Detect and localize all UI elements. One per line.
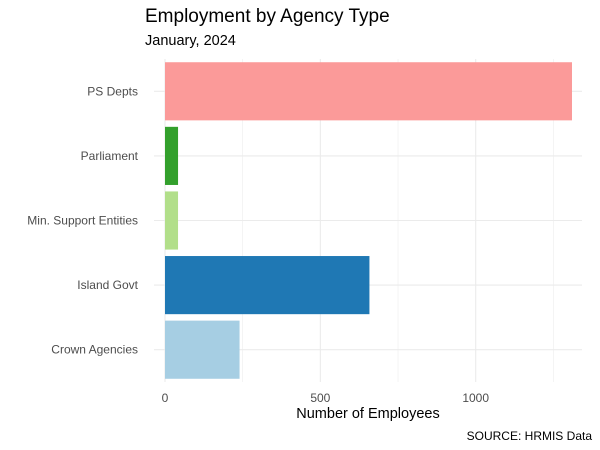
bar-ps-depts [165, 62, 572, 121]
x-tick-label: 500 [310, 391, 330, 405]
category-label: Crown Agencies [51, 343, 138, 357]
bar-crown-agencies [165, 320, 240, 379]
bar-parliament [165, 126, 179, 185]
chart-caption: SOURCE: HRMIS Data [467, 429, 593, 443]
chart-subtitle: January, 2024 [145, 33, 236, 49]
x-tick-label: 1000 [462, 391, 489, 405]
category-label: Min. Support Entities [27, 214, 138, 228]
x-tick-label: 0 [162, 391, 169, 405]
x-axis-title: Number of Employees [296, 406, 439, 422]
x-tick-labels: 0 500 1000 [162, 391, 490, 405]
category-label: PS Depts [87, 84, 138, 98]
chart-title: Employment by Agency Type [145, 6, 390, 27]
bar-island-govt [165, 256, 370, 315]
category-labels: PS Depts Parliament Min. Support Entities I… [27, 84, 138, 356]
bars [165, 62, 572, 379]
category-label: Island Govt [77, 278, 138, 292]
category-label: Parliament [81, 149, 139, 163]
bar-min-support-entities [165, 191, 179, 250]
